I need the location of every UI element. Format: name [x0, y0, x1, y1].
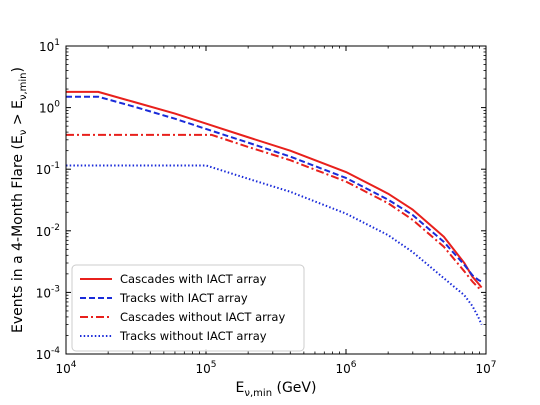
- legend-entry: Tracks with IACT array: [119, 291, 248, 305]
- x-tick-label: 104: [55, 360, 76, 376]
- x-tick-label: 105: [195, 360, 216, 376]
- plot-frame: [65, 45, 487, 355]
- x-axis-label: Eν,min (GeV): [236, 380, 317, 399]
- legend: Cascades with IACT array Tracks with IACT…: [71, 264, 305, 352]
- y-tick-label: 10-1: [36, 161, 60, 177]
- y-axis-label: Events in a 4-Month Flare (Eν > Eν,min): [10, 67, 29, 333]
- series-line-2: [66, 95, 483, 283]
- tick-labels: 104 105 106 107 10-4 10-3 10-2 10-1 100 101: [36, 38, 497, 376]
- series-layer: [66, 90, 483, 326]
- y-tick-label: 100: [39, 100, 60, 116]
- legend-box: [71, 264, 305, 352]
- y-tick-label: 10-3: [36, 284, 60, 300]
- x-tick-label: 107: [475, 360, 496, 376]
- series-line-3: [66, 133, 483, 291]
- y-tick-label: 10-2: [36, 223, 60, 239]
- legend-entry: Tracks without IACT array: [119, 329, 267, 343]
- y-tick-label: 10-4: [36, 346, 61, 362]
- x-tick-label: 106: [335, 360, 356, 376]
- legend-entry: Cascades with IACT array: [120, 272, 267, 286]
- y-tick-label: 101: [39, 38, 60, 54]
- legend-entry: Cascades without IACT array: [120, 310, 285, 324]
- series-line-4: [66, 164, 483, 326]
